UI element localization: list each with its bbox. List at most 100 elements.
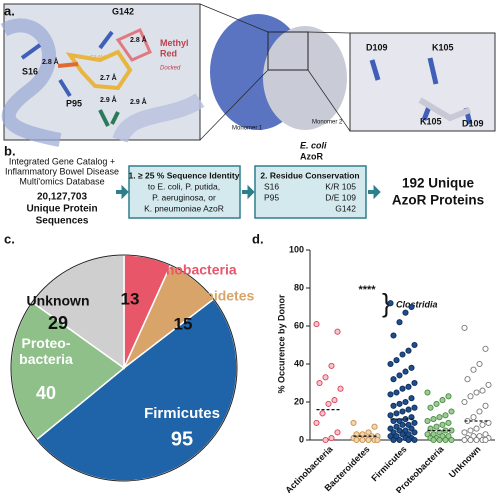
data-point — [405, 347, 412, 354]
source-text: Multi'omics Database — [19, 176, 104, 186]
data-point — [411, 419, 418, 426]
panel-label: b. — [4, 143, 16, 158]
data-point — [467, 436, 474, 444]
data-point — [319, 410, 326, 417]
pie-value: 29 — [48, 313, 68, 333]
data-point — [390, 332, 397, 339]
data-point — [399, 351, 406, 358]
data-point — [359, 436, 366, 444]
ligand-note: Docked — [160, 66, 181, 72]
data-point — [473, 436, 480, 444]
data-point — [393, 357, 400, 364]
y-tick-label: 0 — [299, 434, 304, 444]
data-point — [433, 400, 440, 407]
data-point — [334, 429, 341, 436]
step-text: D/E 109 — [325, 192, 356, 202]
step-text: P. aeruginosa, or — [152, 192, 216, 202]
data-point — [337, 385, 344, 392]
pie-value: 95 — [171, 428, 193, 450]
ligand-label: Methyl Red — [160, 38, 189, 58]
y-tick-label: 80 — [294, 282, 304, 292]
data-point — [393, 389, 400, 396]
count-text: Unique Protein — [26, 204, 97, 215]
result-text: 192 Unique — [402, 176, 475, 191]
data-point — [473, 425, 480, 432]
data-point — [399, 408, 406, 415]
data-point — [424, 417, 431, 425]
data-point — [399, 421, 406, 428]
y-axis-label: % Occurence by Donor — [276, 294, 286, 394]
data-point — [374, 436, 381, 444]
protein-label: AzoR — [300, 151, 323, 161]
x-tick-label: Unknown — [447, 444, 483, 480]
data-point — [396, 400, 403, 407]
data-point — [396, 372, 403, 379]
source-text: Inflammatory Bowel Disease — [5, 166, 119, 176]
data-point — [442, 436, 449, 444]
residue-label: K105 — [420, 116, 442, 126]
y-tick-label: 60 — [294, 320, 304, 330]
data-point — [482, 402, 489, 409]
pie-value: 15 — [174, 314, 193, 333]
data-point — [445, 419, 452, 426]
data-point — [353, 436, 360, 444]
distance: 2.8 Å — [130, 35, 147, 44]
y-tick-label: 40 — [294, 358, 304, 368]
data-point — [405, 436, 412, 444]
monomer-label: Monomer 2 — [312, 120, 343, 126]
step-text: G142 — [335, 203, 356, 213]
data-point — [390, 436, 397, 444]
count-text: Sequences — [36, 216, 89, 227]
data-point — [313, 419, 320, 426]
distance: 2.8 Å — [42, 57, 59, 66]
data-point — [408, 303, 415, 311]
pie-category: Bacteroidetes — [162, 288, 255, 304]
monomer-label: Monomer 1 — [232, 126, 263, 132]
step-text: S16 — [264, 181, 279, 191]
data-point — [396, 319, 403, 326]
data-point — [436, 436, 443, 444]
data-point — [393, 410, 400, 417]
step-text: P95 — [264, 192, 279, 202]
data-point — [316, 379, 323, 387]
data-point — [396, 436, 403, 444]
distance: 2.9 Å — [130, 97, 147, 106]
data-point — [439, 421, 446, 428]
data-point — [445, 393, 452, 400]
result-text: AzoR Proteins — [392, 193, 484, 208]
data-point — [436, 414, 443, 421]
count-text: 20,127,703 — [37, 192, 87, 203]
data-point — [402, 368, 409, 375]
step-text: to E. coli, P. putida, — [148, 181, 220, 191]
data-point — [411, 436, 418, 444]
residue-label: D109 — [462, 118, 484, 128]
data-point — [387, 412, 394, 419]
data-point — [350, 419, 357, 426]
pie-value: 13 — [121, 289, 140, 308]
data-point — [411, 404, 418, 411]
step-text: 1. ≥ 25 % Sequence Identity — [129, 170, 240, 180]
data-point — [411, 379, 418, 387]
data-point — [476, 360, 483, 368]
data-point — [408, 364, 415, 371]
panel-label: a. — [4, 3, 15, 18]
residue-label: G142 — [112, 6, 134, 16]
data-point — [482, 436, 489, 444]
data-point — [322, 374, 329, 381]
pie-category: Firmicutes — [144, 405, 220, 422]
data-point — [482, 345, 489, 352]
significance: **** — [358, 284, 376, 296]
source-text: Integrated Gene Catalog + — [9, 156, 115, 166]
data-point — [328, 435, 335, 442]
data-point — [411, 429, 418, 436]
data-point — [461, 398, 468, 406]
data-point — [470, 366, 477, 373]
data-point — [365, 436, 372, 444]
data-point — [390, 402, 397, 409]
data-point — [313, 321, 320, 328]
data-point — [387, 391, 394, 398]
data-point — [371, 423, 378, 430]
data-point — [464, 376, 471, 383]
data-point — [328, 362, 335, 369]
structure-art — [0, 3, 496, 147]
